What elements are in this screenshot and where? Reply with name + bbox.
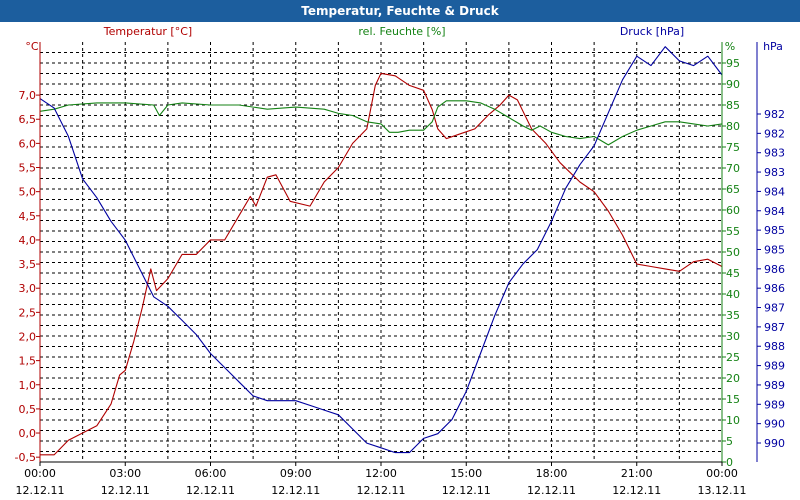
pressure-tick-label: 983 <box>764 147 785 160</box>
x-tick-time: 12:00 <box>365 467 397 480</box>
pressure-tick-label: 985 <box>764 243 785 256</box>
series-layer <box>39 46 723 456</box>
humidity-tick-label: 30 <box>726 330 740 343</box>
humidity-tick-label: 35 <box>726 309 740 322</box>
humidity-tick-label: 25 <box>726 351 740 364</box>
humidity-axis-label: rel. Feuchte [%] <box>358 25 445 38</box>
x-tick-date: 12.12.11 <box>612 484 661 497</box>
temp-tick-label: 6,5 <box>19 113 37 126</box>
temp-tick-label: 2,0 <box>19 330 37 343</box>
pressure-tick-label: 989 <box>764 360 785 373</box>
temp-tick-label: 0,5 <box>19 403 37 416</box>
x-tick-time: 09:00 <box>280 467 312 480</box>
series-line-temp <box>40 72 723 456</box>
humidity-tick-label: 80 <box>726 120 740 133</box>
x-tick-date: 13.12.11 <box>698 484 747 497</box>
grid <box>40 42 722 462</box>
x-tick-date: 12.12.11 <box>357 484 406 497</box>
pressure-tick-label: 988 <box>764 340 785 353</box>
humidity-tick-label: 15 <box>726 393 740 406</box>
temp-tick-label: 1,5 <box>19 355 37 368</box>
temp-tick-label: 5,5 <box>19 162 37 175</box>
x-tick-date: 12.12.11 <box>186 484 235 497</box>
humidity-tick-label: 55 <box>726 225 740 238</box>
series-line-pressure <box>39 46 723 454</box>
temp-tick-label: 6,0 <box>19 137 37 150</box>
humidity-tick-label: 0 <box>726 456 733 469</box>
x-tick-time: 21:00 <box>621 467 653 480</box>
tick-labels: -0,5 0,0 0,5 1,0 1,5 2,0 2,5 3,0 3,5 4,0 4,5 5,0 5,5… <box>15 25 785 497</box>
x-tick-date: 12.12.11 <box>527 484 576 497</box>
pressure-tick-label: 987 <box>764 321 785 334</box>
weather-chart: -0,5 0,0 0,5 1,0 1,5 2,0 2,5 3,0 3,5 4,0 4,5 5,0 5,5… <box>15 25 785 497</box>
pressure-tick-label: 984 <box>764 185 785 198</box>
humidity-tick-label: 60 <box>726 204 740 217</box>
x-tick-date: 12.12.11 <box>271 484 320 497</box>
temp-tick-label: 5,0 <box>19 186 37 199</box>
pressure-tick-label: 986 <box>764 282 785 295</box>
temp-tick-label: 2,5 <box>19 306 37 319</box>
temp-tick-label: 3,0 <box>19 282 37 295</box>
temp-tick-label: 1,0 <box>19 379 37 392</box>
humidity-tick-label: 85 <box>726 99 740 112</box>
axes <box>36 42 761 466</box>
pressure-tick-label: 982 <box>764 127 785 140</box>
temp-tick-label: 3,5 <box>19 258 37 271</box>
x-tick-time: 06:00 <box>195 467 227 480</box>
humidity-tick-label: 5 <box>726 435 733 448</box>
x-tick-time: 00:00 <box>706 467 738 480</box>
humidity-tick-label: 20 <box>726 372 740 385</box>
pressure-tick-label: 990 <box>764 418 785 431</box>
pressure-tick-label: 985 <box>764 224 785 237</box>
humidity-unit: % <box>725 40 735 53</box>
pressure-tick-label: 986 <box>764 263 785 276</box>
temp-tick-label: 7,0 <box>19 89 37 102</box>
temp-tick-label: -0,5 <box>15 451 36 464</box>
humidity-tick-label: 95 <box>726 57 740 70</box>
x-tick-time: 00:00 <box>24 467 56 480</box>
temp-tick-label: 4,0 <box>19 234 37 247</box>
pressure-tick-label: 990 <box>764 437 785 450</box>
x-tick-date: 12.12.11 <box>442 484 491 497</box>
pressure-tick-label: 982 <box>764 108 785 121</box>
temp-unit: °C <box>25 40 39 53</box>
humidity-tick-label: 40 <box>726 288 740 301</box>
pressure-tick-label: 983 <box>764 166 785 179</box>
humidity-tick-label: 10 <box>726 414 740 427</box>
chart-window-title: Temperatur, Feuchte & Druck <box>0 0 800 22</box>
humidity-tick-label: 75 <box>726 141 740 154</box>
pressure-tick-label: 989 <box>764 379 785 392</box>
humidity-tick-label: 50 <box>726 246 740 259</box>
temp-tick-label: 4,5 <box>19 210 37 223</box>
temp-axis-label: Temperatur [°C] <box>103 25 192 38</box>
temp-tick-label: 0,0 <box>19 427 37 440</box>
humidity-tick-label: 45 <box>726 267 740 280</box>
x-tick-time: 18:00 <box>536 467 568 480</box>
pressure-tick-label: 989 <box>764 398 785 411</box>
pressure-axis-label: Druck [hPa] <box>620 25 684 38</box>
x-tick-time: 15:00 <box>450 467 482 480</box>
series-line-humidity <box>39 100 723 146</box>
x-tick-time: 03:00 <box>109 467 141 480</box>
humidity-tick-label: 65 <box>726 183 740 196</box>
x-tick-date: 12.12.11 <box>16 484 65 497</box>
pressure-unit: hPa <box>763 40 783 53</box>
x-tick-date: 12.12.11 <box>101 484 150 497</box>
humidity-tick-label: 70 <box>726 162 740 175</box>
humidity-tick-label: 90 <box>726 78 740 91</box>
pressure-tick-label: 984 <box>764 205 785 218</box>
pressure-tick-label: 987 <box>764 302 785 315</box>
